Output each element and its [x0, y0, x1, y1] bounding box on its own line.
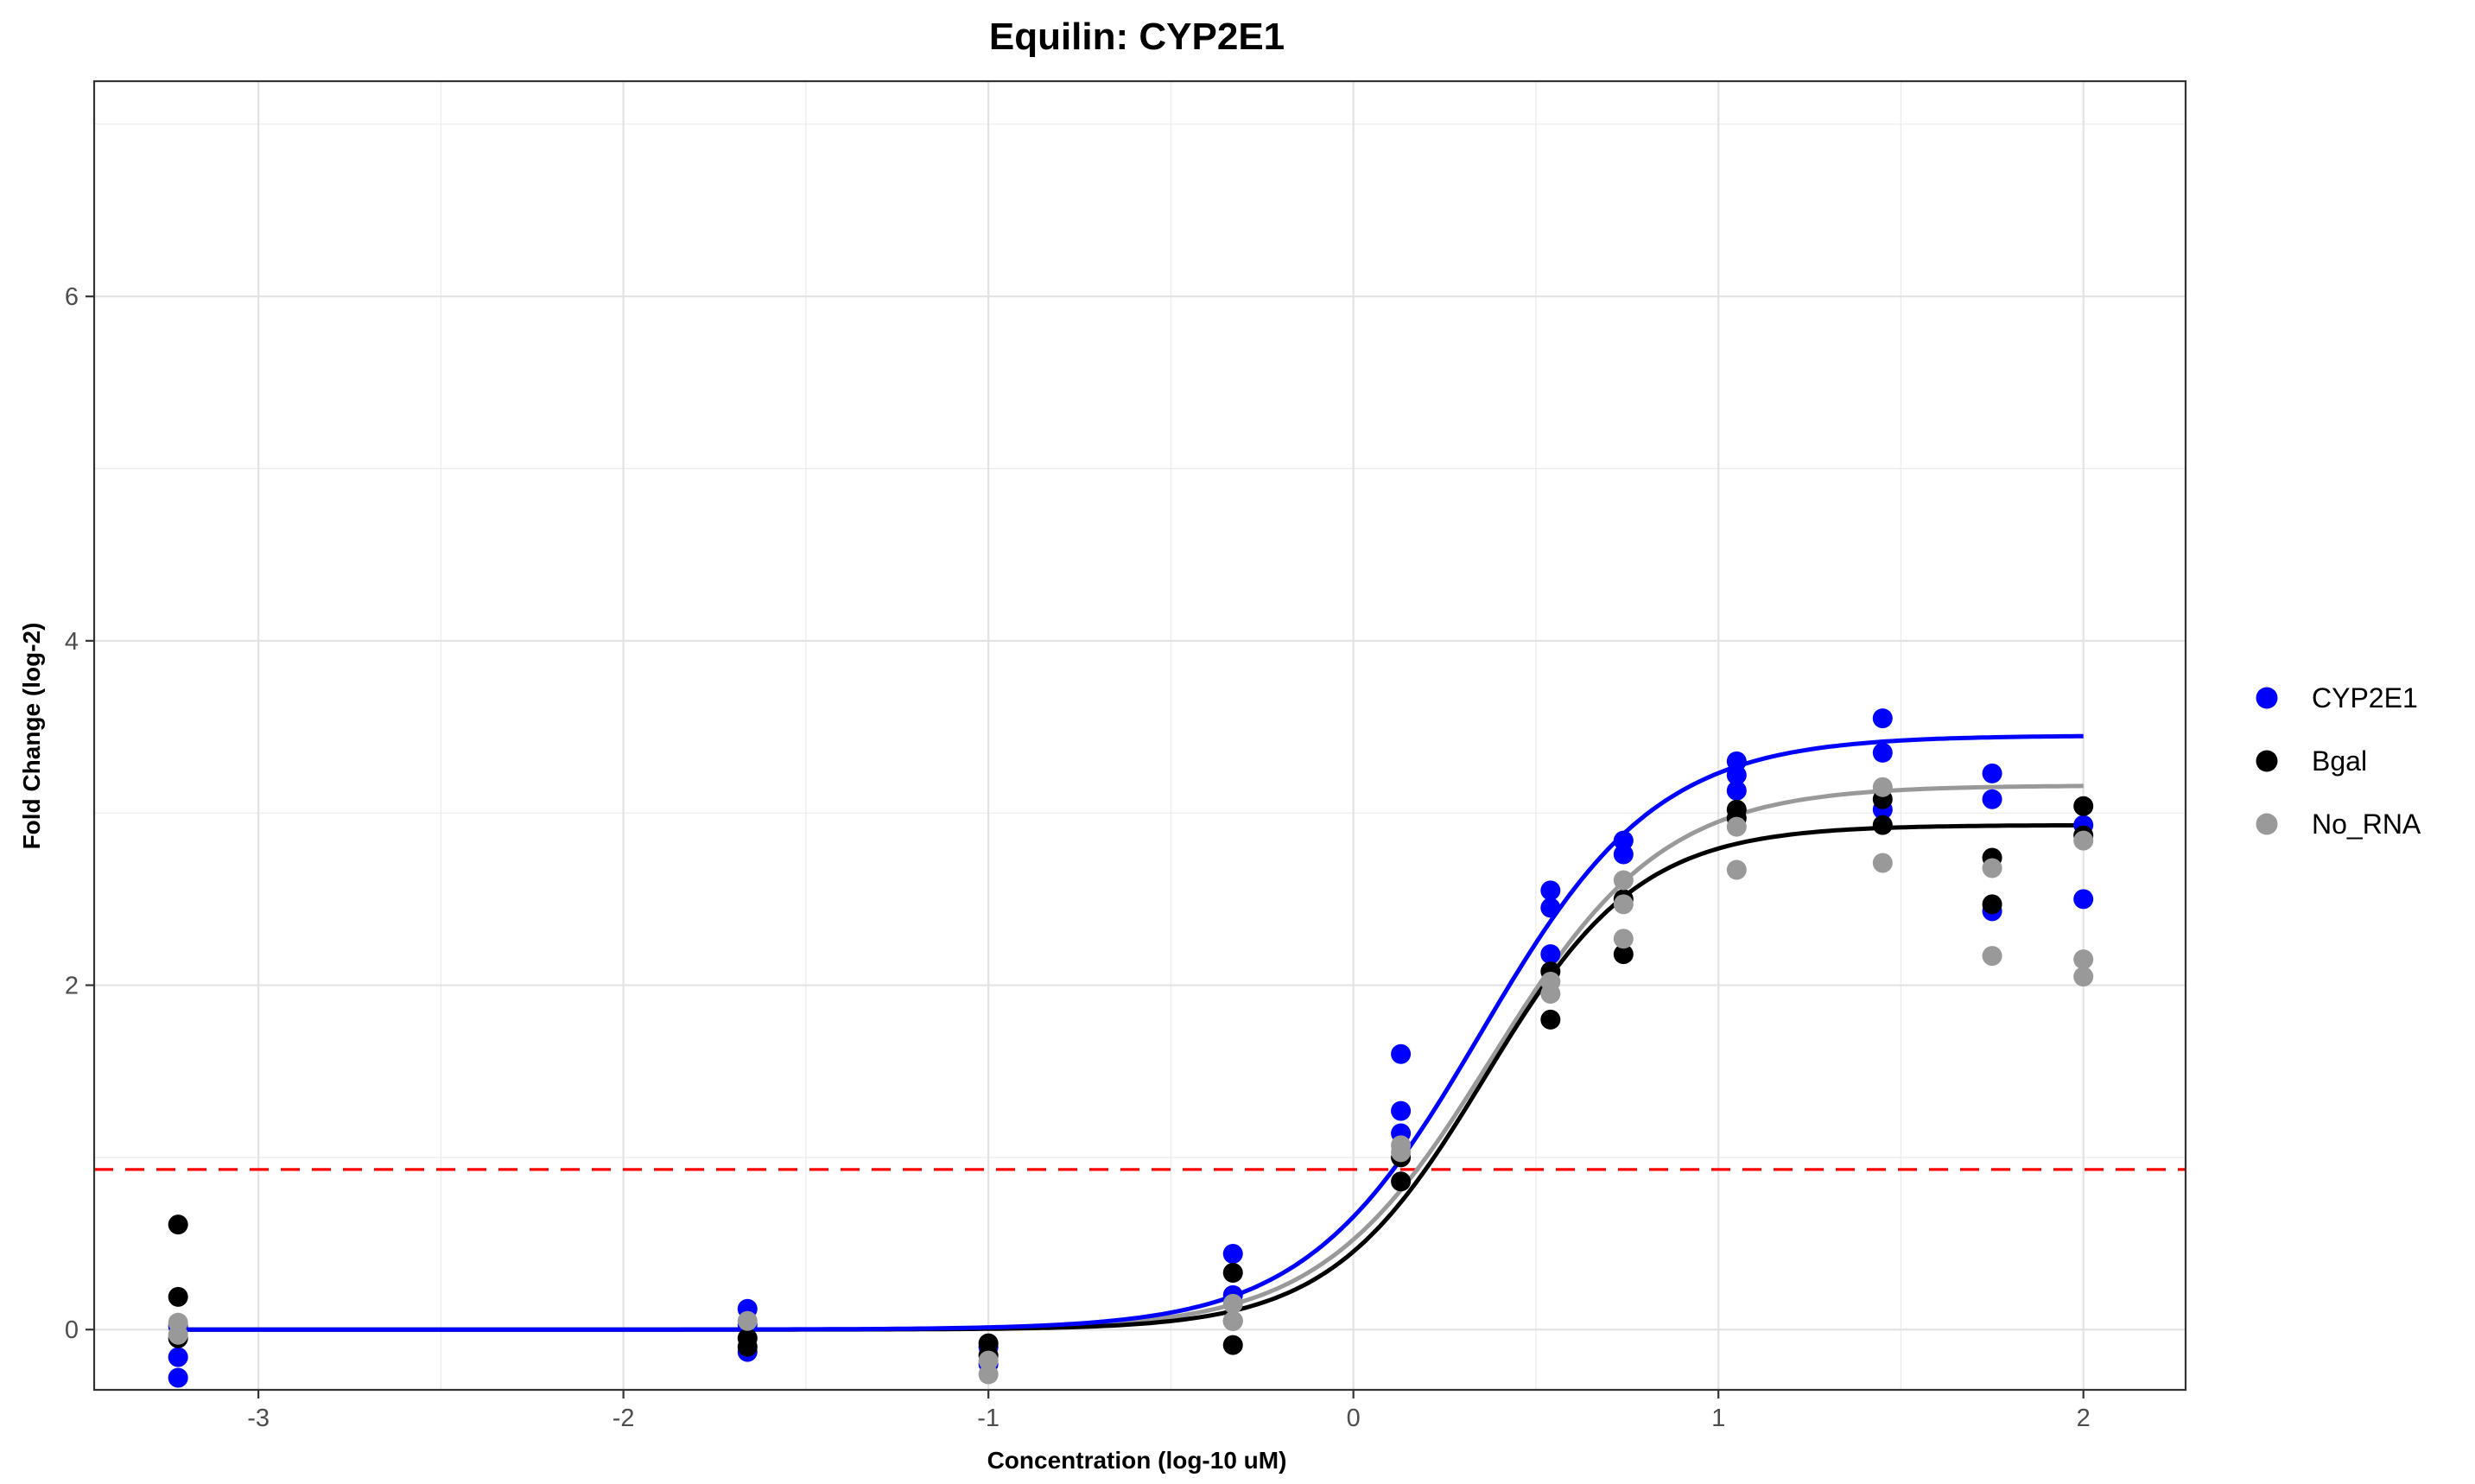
data-point-bgal [1872, 815, 1893, 835]
data-point-cyp2e1 [1391, 1043, 1412, 1064]
legend: CYP2E1 Bgal No_RNA [2256, 682, 2421, 840]
fit-curves [178, 733, 2084, 1332]
data-point-cyp2e1 [1726, 764, 1747, 785]
data-point-bgal [1982, 894, 2002, 915]
data-point-no-rna [2073, 967, 2094, 987]
x-axis-title: Concentration (log-10 uM) [987, 1447, 1287, 1474]
y-tick-label: 2 [65, 973, 79, 1000]
data-point-no-rna [1982, 946, 2002, 967]
x-tick-label: -2 [612, 1405, 635, 1432]
data-point-cyp2e1 [168, 1367, 188, 1388]
data-point-no-rna [1613, 929, 1634, 949]
data-point-no-rna [1391, 1135, 1412, 1156]
plot-panel [94, 81, 2186, 1390]
data-point-cyp2e1 [1872, 742, 1893, 763]
legend-key-cyp2e1 [2256, 687, 2278, 709]
data-point-no-rna [2073, 949, 2094, 970]
fit-curve-cyp2e1 [178, 733, 2084, 1332]
y-tick-label: 0 [65, 1316, 79, 1344]
data-point-cyp2e1 [1726, 751, 1747, 771]
y-tick-label: 4 [65, 628, 79, 656]
plot-border [92, 79, 2187, 1392]
data-point-cyp2e1 [1726, 780, 1747, 801]
data-point-cyp2e1 [1613, 830, 1634, 851]
x-tick-label: 0 [1347, 1405, 1361, 1432]
data-point-bgal [168, 1214, 188, 1235]
data-point-cyp2e1 [1982, 763, 2002, 783]
data-point-no-rna [1726, 816, 1747, 837]
data-point-bgal [1391, 1171, 1412, 1192]
x-tick-label: -3 [247, 1405, 270, 1432]
data-point-no-rna [1222, 1310, 1243, 1331]
data-point-cyp2e1 [1872, 708, 1893, 729]
data-point-cyp2e1 [1540, 944, 1561, 965]
data-point-bgal [1613, 944, 1634, 965]
data-point-bgal [2073, 796, 2094, 816]
data-point-cyp2e1 [1540, 897, 1561, 918]
data-point-cyp2e1 [1222, 1244, 1243, 1265]
data-point-bgal [1222, 1262, 1243, 1283]
data-point-no-rna [168, 1324, 188, 1345]
data-point-no-rna [2073, 830, 2094, 851]
data-point-bgal [1222, 1335, 1243, 1355]
legend-key-bgal [2256, 750, 2278, 772]
data-point-no-rna [1982, 858, 2002, 878]
legend-key-no-rna [2256, 813, 2278, 835]
legend-label-bgal: Bgal [2312, 745, 2367, 777]
data-point-bgal [168, 1286, 188, 1307]
x-tick-label: 2 [2077, 1405, 2091, 1432]
data-points [168, 708, 2094, 1388]
data-point-cyp2e1 [2073, 889, 2094, 910]
legend-label-cyp2e1: CYP2E1 [2312, 682, 2418, 713]
data-point-cyp2e1 [1540, 880, 1561, 901]
x-tick-label: 1 [1711, 1405, 1725, 1432]
y-axis-ticks: 0 2 4 6 [65, 283, 94, 1344]
data-point-cyp2e1 [1982, 789, 2002, 809]
data-point-cyp2e1 [168, 1347, 188, 1367]
data-point-cyp2e1 [1391, 1100, 1412, 1121]
legend-label-no-rna: No_RNA [2312, 809, 2421, 840]
y-tick-label: 6 [65, 283, 79, 311]
data-point-no-rna [1613, 894, 1634, 915]
chart-title: Equilin: CYP2E1 [989, 16, 1285, 58]
data-point-cyp2e1 [1613, 844, 1634, 865]
y-axis-title: Fold Change (log-2) [18, 623, 45, 850]
data-point-no-rna [1540, 972, 1561, 993]
data-point-no-rna [978, 1364, 999, 1385]
data-point-no-rna [1872, 853, 1893, 873]
x-axis-ticks: -3 -2 -1 0 1 2 [247, 1390, 2091, 1432]
data-point-no-rna [1613, 870, 1634, 891]
data-point-no-rna [737, 1310, 758, 1331]
data-point-no-rna [1872, 777, 1893, 797]
data-point-no-rna [1222, 1293, 1243, 1314]
data-point-no-rna [1726, 859, 1747, 880]
data-point-bgal [1540, 1009, 1561, 1030]
x-tick-label: -1 [977, 1405, 1000, 1432]
data-point-bgal [737, 1328, 758, 1348]
data-point-no-rna [978, 1350, 999, 1371]
